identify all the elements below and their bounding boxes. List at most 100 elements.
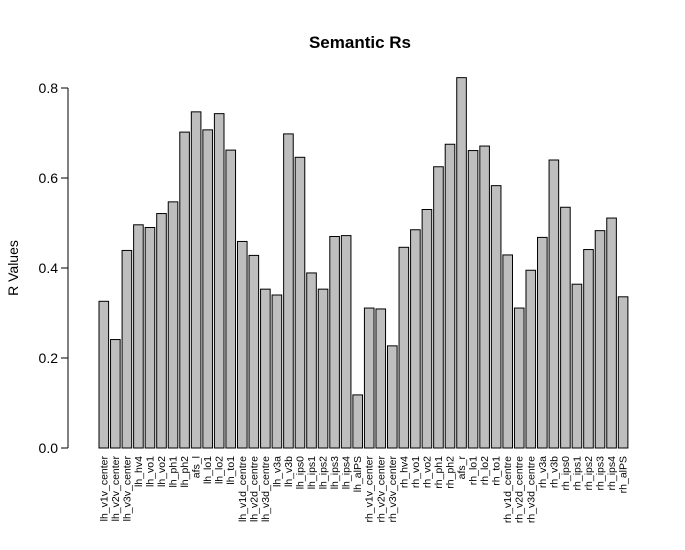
x-tick-label: rh_ips0: [560, 456, 572, 491]
bar-rh_ips2: [583, 249, 594, 449]
bar-rh_v1d_centre: [502, 254, 513, 449]
bar-rh_vo1: [410, 229, 421, 449]
bar-rh_v2d_centre: [513, 307, 525, 449]
bar-lh_vo2: [156, 213, 167, 449]
y-axis-label: R Values: [5, 240, 21, 296]
x-tick-label: lh_ips2: [318, 456, 330, 489]
x-tick-label: afs_r: [456, 455, 468, 479]
x-tick-label: lh_v1d_centre: [237, 456, 249, 522]
bar-rh_lo2: [479, 145, 490, 449]
x-tick-label: lh_v3d_centre: [260, 456, 272, 522]
bar-rh_alPS: [617, 296, 629, 449]
x-tick-label: afs_l: [191, 456, 203, 478]
bar-lh_v1v_center: [98, 300, 110, 449]
bar-rh_ph1: [433, 166, 444, 449]
bar-lh_v1d_centre: [236, 240, 248, 449]
bar-lh_lo1: [202, 129, 213, 449]
bars-group: [98, 77, 629, 449]
bar-rh_ips3: [594, 230, 606, 449]
x-tick-label: rh_ph2: [445, 456, 457, 489]
x-tick-label: lh_v3v_center: [121, 455, 133, 521]
x-tick-label: rh_v3v_center: [387, 456, 399, 523]
bar-lh_ips4: [340, 235, 352, 449]
bar-rh_to1: [490, 185, 502, 449]
x-tick-label: lh_lo1: [202, 456, 214, 484]
bar-lh_v3v_center: [121, 249, 133, 449]
y-axis-ticks: 0.0 0.2 0.4 0.6 0.8: [39, 80, 68, 456]
bar-lh_v2d_centre: [248, 254, 260, 449]
x-tick-label: lh_v1v_center: [98, 455, 110, 521]
y-tick-label: 0.4: [39, 260, 59, 276]
x-tick-label: rh_alPS: [618, 456, 630, 493]
x-tick-label: rh_ips2: [583, 456, 595, 491]
x-tick-label: lh_to1: [225, 456, 237, 485]
bar-rh_v1v_center: [363, 307, 375, 449]
x-tick-label: rh_ips3: [595, 456, 607, 491]
x-tick-label: rh_v1d_centre: [502, 456, 514, 523]
bar-lh_v2v_center: [110, 339, 121, 449]
x-tick-label: lh_ips1: [306, 456, 318, 489]
x-tick-label: lh_v2d_centre: [248, 456, 260, 522]
x-tick-label: lh_hv4: [133, 456, 145, 487]
x-tick-label: rh_v3a: [537, 456, 549, 488]
bar-lh_v3d_centre: [260, 288, 271, 449]
bar-lh_alPS: [352, 394, 363, 449]
bar-lh_to1: [225, 149, 237, 449]
bar-rh_v2v_center: [375, 308, 387, 449]
x-tick-label: lh_ips4: [341, 456, 353, 489]
x-tick-label: rh_v2v_center: [375, 456, 387, 523]
bar-lh_ips2: [317, 288, 329, 449]
x-tick-label: rh_ips1: [571, 456, 583, 491]
bar-rh_lo1: [467, 150, 479, 449]
x-tick-label: lh_v3a: [271, 456, 283, 487]
bar-lh_ips0: [294, 156, 306, 449]
bar-rh_v3a: [537, 236, 548, 449]
y-tick-label: 0.2: [39, 350, 59, 366]
x-tick-label: lh_ph2: [179, 456, 191, 488]
x-tick-labels: lh_v1v_center lh_v2v_center lh_v3v_center l…: [98, 455, 629, 523]
bar-lh_vo1: [144, 227, 156, 449]
x-tick-label: lh_alPS: [352, 456, 364, 492]
bar-lh_v3b: [283, 133, 294, 449]
x-tick-label: lh_v3b: [283, 456, 295, 487]
bar-rh_hv4: [398, 246, 410, 449]
x-tick-label: rh_v3b: [548, 456, 560, 488]
bar-lh_ph1: [167, 201, 179, 449]
x-tick-label: lh_ph1: [168, 456, 180, 488]
bar-afs_l: [190, 111, 202, 449]
x-tick-label: lh_v2v_center: [110, 455, 122, 521]
bar-afs_r: [456, 77, 467, 449]
bar-rh_v3d_centre: [525, 269, 537, 449]
bar-rh_v3v_center: [387, 345, 398, 449]
bar-lh_hv4: [133, 224, 144, 449]
bar-lh_v3a: [271, 294, 283, 449]
y-tick-label: 0.8: [39, 80, 59, 96]
x-tick-label: rh_ips4: [606, 456, 618, 491]
x-tick-label: rh_lo2: [479, 456, 491, 485]
bar-lh_lo2: [213, 113, 225, 449]
x-tick-label: lh_vo2: [156, 456, 168, 487]
y-tick-label: 0.0: [39, 440, 59, 456]
x-tick-label: rh_to1: [491, 456, 503, 486]
x-tick-label: rh_hv4: [398, 456, 410, 488]
bar-lh_ph2: [179, 131, 190, 449]
bar-rh_ph2: [444, 143, 456, 449]
x-tick-label: rh_v1v_center: [364, 456, 376, 523]
x-tick-label: lh_vo1: [144, 456, 156, 487]
x-tick-label: lh_ips3: [329, 456, 341, 489]
bar-rh_ips1: [571, 283, 583, 449]
bar-rh_v3b: [548, 159, 560, 449]
x-tick-label: lh_lo2: [214, 456, 226, 484]
bar-lh_ips3: [329, 236, 340, 449]
x-tick-label: rh_lo1: [468, 456, 480, 485]
chart-title: Semantic Rs: [309, 33, 411, 52]
x-tick-label: rh_ph1: [433, 456, 445, 489]
bar-rh_ips0: [560, 206, 571, 449]
bar-lh_ips1: [306, 272, 317, 449]
bar-rh_ips4: [606, 217, 617, 449]
x-tick-label: rh_vo1: [410, 456, 422, 488]
x-tick-label: rh_v2d_centre: [514, 456, 526, 523]
x-tick-label: rh_vo2: [421, 456, 433, 488]
bar-rh_vo2: [421, 209, 433, 449]
